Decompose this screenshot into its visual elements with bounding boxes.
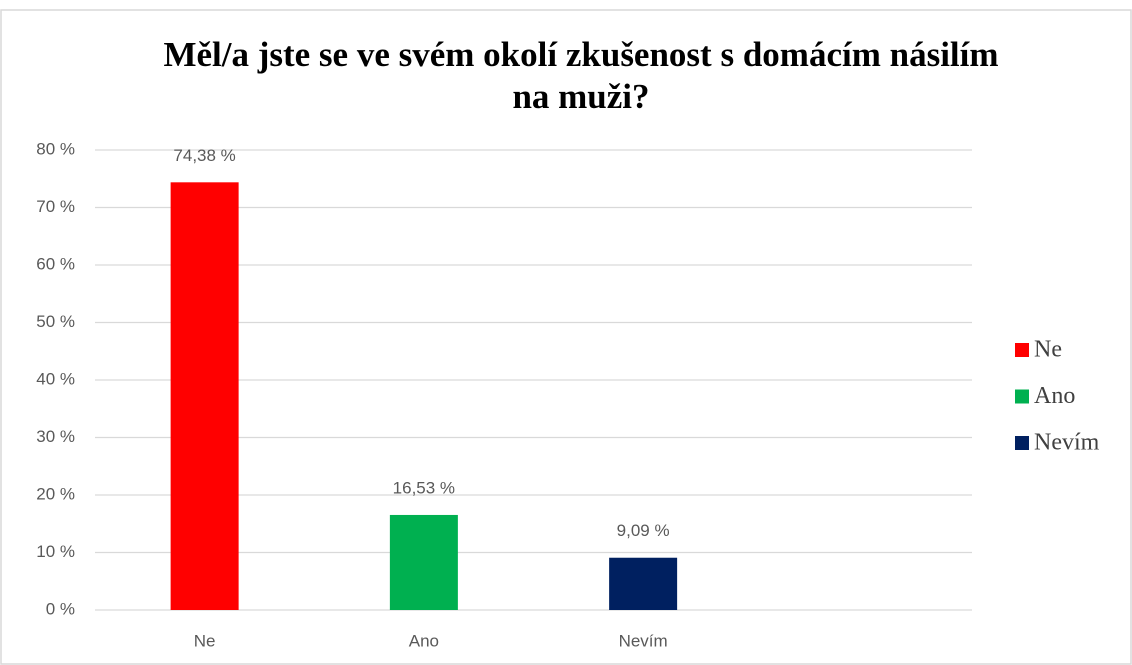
- x-tick-label: Ne: [194, 631, 216, 650]
- y-tick-label: 30 %: [36, 427, 75, 446]
- chart-title: Měl/a jste se ve svém okolí zkušenost s …: [163, 35, 998, 116]
- y-tick-label: 60 %: [36, 254, 75, 273]
- legend-label: Ano: [1034, 383, 1075, 409]
- y-tick-label: 70 %: [36, 197, 75, 216]
- y-tick-label: 20 %: [36, 484, 75, 503]
- legend-label: Nevím: [1034, 430, 1100, 456]
- legend-swatch: [1015, 343, 1029, 357]
- bar: [389, 514, 458, 610]
- legend-swatch: [1015, 436, 1029, 450]
- data-label: 9,09 %: [617, 521, 670, 540]
- data-label: 74,38 %: [173, 146, 235, 165]
- legend-label: Ne: [1034, 337, 1062, 363]
- y-tick-label: 50 %: [36, 312, 75, 331]
- data-label: 16,53 %: [393, 478, 455, 497]
- legend-swatch: [1015, 389, 1029, 404]
- x-tick-label: Nevím: [619, 631, 668, 650]
- y-tick-label: 80 %: [36, 139, 75, 158]
- y-tick-label: 0 %: [46, 599, 75, 618]
- y-tick-label: 40 %: [36, 369, 75, 388]
- x-tick-label: Ano: [409, 631, 439, 650]
- bar: [170, 182, 239, 610]
- y-tick-label: 10 %: [36, 542, 75, 561]
- bar: [609, 557, 678, 610]
